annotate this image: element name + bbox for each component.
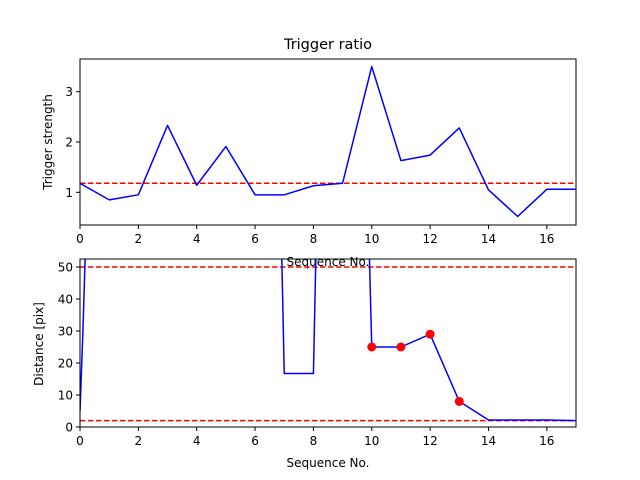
x-tick-label: 6 [251, 434, 259, 448]
x-tick-label: 14 [481, 232, 496, 246]
y-tick-label: 3 [65, 85, 73, 99]
y-tick-label: 0 [65, 421, 73, 435]
x-tick-label: 12 [422, 434, 437, 448]
x-tick-label: 10 [364, 434, 379, 448]
x-tick-label: 0 [76, 232, 84, 246]
y-tick-label: 2 [65, 136, 73, 150]
plot-content [80, 259, 576, 422]
x-tick-label: 0 [76, 434, 84, 448]
x-tick-label: 16 [539, 232, 554, 246]
distance-chart: Distance [pix] Sequence No. 0 2 4 6 8 10 12 14 1… [32, 258, 577, 470]
chart-title: Trigger ratio [283, 37, 372, 53]
series-line [80, 65, 576, 218]
y-tick-label: 20 [58, 357, 73, 371]
x-tick-label: 2 [135, 434, 143, 448]
y-axis-label: Trigger strength [41, 94, 55, 191]
x-tick-label: 2 [135, 232, 143, 246]
x-tick-label: 10 [364, 232, 379, 246]
axes-frame [79, 258, 577, 428]
y-tick-label: 30 [58, 325, 73, 339]
data-point [454, 396, 464, 406]
x-tick-label: 14 [481, 434, 496, 448]
plot-content [80, 65, 576, 218]
data-point [367, 342, 377, 352]
y-tick-label: 40 [58, 293, 73, 307]
y-axis-label: Distance [pix] [32, 302, 46, 386]
x-tick-label: 4 [193, 232, 201, 246]
x-tick-label: 12 [422, 232, 437, 246]
x-tick-label: 4 [193, 434, 201, 448]
x-tick-label: 8 [310, 434, 318, 448]
y-tick-label: 10 [58, 389, 73, 403]
data-point [396, 342, 406, 352]
data-point [425, 329, 435, 339]
x-axis-label: Sequence No. [287, 456, 370, 470]
plot-area: 0 2 4 6 8 10 12 14 16 0 10 20 30 40 50 [58, 258, 577, 448]
y-tick-label: 1 [65, 186, 73, 200]
y-tick-label: 50 [58, 261, 73, 275]
x-tick-label: 16 [539, 434, 554, 448]
series-line [80, 259, 576, 422]
x-tick-label: 8 [310, 232, 318, 246]
trigger-ratio-chart: Trigger ratio Trigger strength Sequence … [41, 37, 577, 269]
x-tick-label: 6 [251, 232, 259, 246]
